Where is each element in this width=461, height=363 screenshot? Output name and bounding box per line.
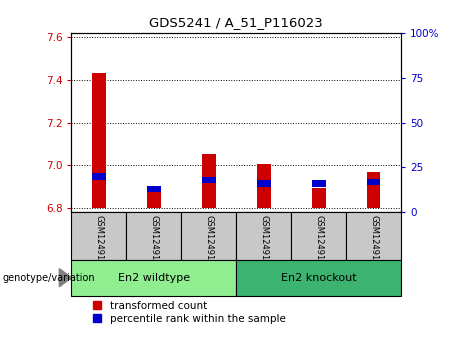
Text: genotype/variation: genotype/variation xyxy=(2,273,95,283)
Bar xyxy=(181,212,236,260)
Bar xyxy=(367,179,380,185)
Bar xyxy=(202,177,216,183)
Bar xyxy=(257,180,271,187)
Bar xyxy=(147,192,161,208)
Text: En2 knockout: En2 knockout xyxy=(281,273,356,283)
Bar xyxy=(257,164,271,208)
Title: GDS5241 / A_51_P116023: GDS5241 / A_51_P116023 xyxy=(149,16,323,29)
Bar xyxy=(92,73,106,208)
Text: GSM1249171: GSM1249171 xyxy=(95,215,103,270)
Text: GSM1249175: GSM1249175 xyxy=(314,215,323,270)
Polygon shape xyxy=(59,269,71,287)
Text: GSM1249176: GSM1249176 xyxy=(369,215,378,271)
Bar xyxy=(236,260,401,296)
Text: GSM1249172: GSM1249172 xyxy=(149,215,159,270)
Bar xyxy=(312,188,325,208)
Bar xyxy=(346,212,401,260)
Text: GSM1249173: GSM1249173 xyxy=(204,215,213,271)
Bar xyxy=(236,212,291,260)
Legend: transformed count, percentile rank within the sample: transformed count, percentile rank withi… xyxy=(93,301,286,324)
Bar xyxy=(312,180,325,187)
Bar xyxy=(291,212,346,260)
Bar xyxy=(71,212,126,260)
Bar xyxy=(367,172,380,208)
Bar xyxy=(71,260,236,296)
Bar xyxy=(126,212,181,260)
Bar xyxy=(147,186,161,192)
Bar xyxy=(202,154,216,208)
Bar xyxy=(92,173,106,180)
Text: En2 wildtype: En2 wildtype xyxy=(118,273,190,283)
Text: GSM1249174: GSM1249174 xyxy=(259,215,268,270)
